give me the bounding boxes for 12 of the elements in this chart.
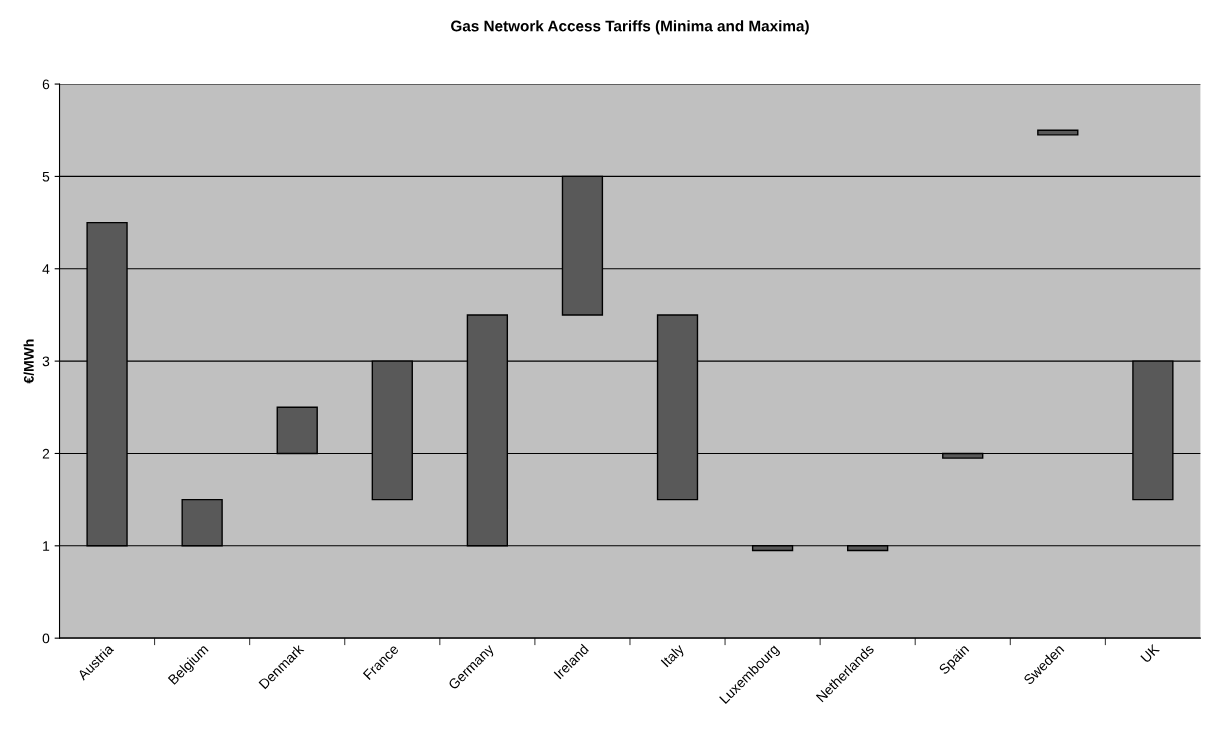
chart-title: Gas Network Access Tariffs (Minima and Maxima) [451,20,809,35]
y-tick-label: 0 [42,633,50,644]
x-tick-label: Italy [660,643,687,670]
y-tick-label: 6 [42,79,50,90]
y-axis-title: €/MWh [23,339,34,384]
y-tick-label: 2 [42,448,50,459]
y-tick-label: 1 [43,541,50,551]
x-tick-label: UK [1140,643,1160,664]
bar [1037,129,1079,136]
y-tick-label: 3 [42,356,50,367]
y-tick-label: 4 [42,264,50,274]
y-tick-label: 5 [42,171,50,182]
